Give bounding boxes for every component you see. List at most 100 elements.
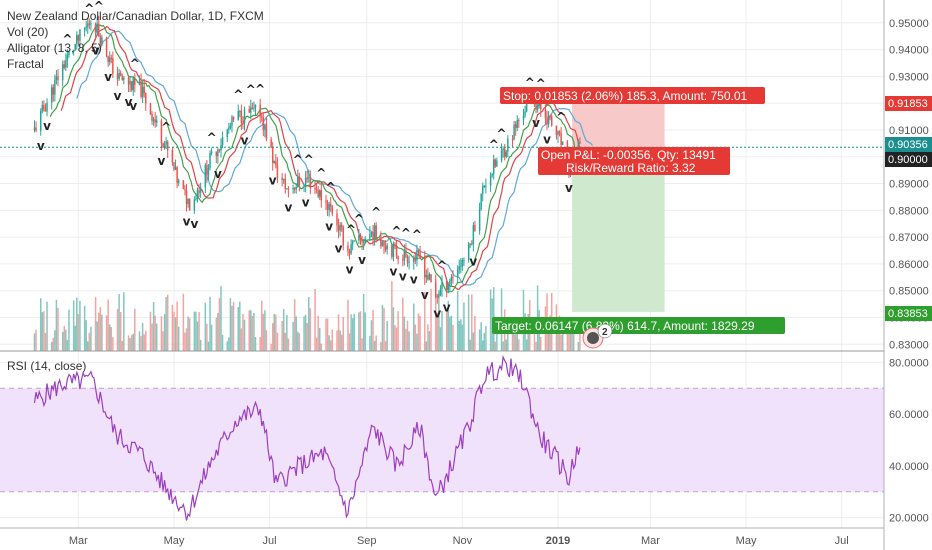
candle-body [54, 79, 56, 95]
candle-body [441, 281, 443, 290]
candle-body [52, 87, 55, 95]
volume-bar [320, 343, 323, 351]
volume-bar [561, 327, 564, 351]
svg-text:0.90000: 0.90000 [888, 154, 928, 166]
volume-bar [402, 297, 404, 351]
time-tick-label: Jul [835, 535, 849, 547]
fractal-up-marker: ^ [233, 88, 243, 102]
volume-bar [112, 337, 114, 351]
fractal-up-marker: ^ [556, 110, 566, 124]
volume-bar [199, 339, 202, 351]
candle-body [110, 57, 113, 59]
volume-bar [143, 334, 145, 351]
time-tick-label: Mar [69, 535, 88, 547]
volume-bar [259, 336, 261, 351]
candle-body [273, 161, 276, 163]
candle-body [171, 150, 174, 163]
candle-body [469, 243, 471, 245]
candle-body [386, 245, 388, 250]
open-pnl-badge[interactable]: Open P&L: -0.00356, Qty: 13491 Risk/Rewa… [538, 147, 730, 175]
fractal-up-marker: ^ [161, 120, 171, 134]
candle-body [483, 185, 486, 187]
volume-bar [416, 333, 418, 351]
candle-body [145, 93, 147, 104]
candle-body [187, 198, 189, 204]
rsi-tick-label: 60.0000 [889, 409, 929, 421]
volume-bar [419, 315, 421, 351]
volume-bar [494, 341, 497, 351]
symbol-title[interactable]: New Zealand Dollar/Canadian Dollar, 1D, … [7, 9, 264, 23]
candle-body [425, 275, 428, 278]
candle-body [166, 141, 169, 151]
candle-body [99, 36, 102, 45]
alligator-jaw-line [76, 30, 593, 286]
volume-bar [54, 330, 56, 351]
candle-body [116, 73, 119, 80]
volume-bar [471, 294, 473, 351]
candle-body [472, 225, 475, 245]
candle-body [424, 258, 426, 278]
volume-bar [187, 316, 189, 351]
fractal-down-marker: v [114, 89, 122, 103]
stop-zone[interactable] [572, 97, 665, 148]
indicator-fractal[interactable]: Fractal [7, 57, 44, 71]
volume-bar [72, 300, 75, 351]
volume-bar [394, 325, 396, 351]
volume-bar [461, 324, 464, 351]
volume-bar [79, 300, 81, 351]
volume-bar [262, 313, 265, 351]
event-marker-count: 2 [602, 327, 608, 338]
volume-bar [427, 324, 429, 351]
volume-bar [533, 330, 536, 351]
fractal-up-marker: ^ [437, 258, 447, 272]
candle-body [408, 261, 410, 263]
volume-bar [198, 312, 200, 351]
fractal-up-marker: ^ [497, 126, 507, 140]
volume-bar [220, 286, 222, 351]
candle-body [317, 190, 319, 197]
candle-body [155, 120, 158, 123]
indicator-alligator[interactable]: Alligator (13, 8, 5) [7, 41, 102, 55]
fractal-up-marker: ^ [536, 77, 546, 91]
candle-body [121, 75, 124, 80]
stop-badge[interactable]: Stop: 0.01853 (2.06%) 185.3, Amount: 750… [500, 87, 765, 104]
volume-bar [240, 328, 243, 351]
fractal-down-marker: v [43, 119, 51, 133]
volume-bar [76, 297, 78, 351]
volume-bar [358, 312, 360, 351]
volume-bar [99, 306, 102, 351]
target-badge[interactable]: Target: 0.06147 (6.82%) 614.7, Amount: 1… [492, 317, 785, 334]
candle-body [240, 110, 243, 123]
candle-body [206, 165, 208, 176]
volume-bar [210, 324, 213, 351]
volume-bar [204, 302, 207, 351]
price-tick-label: 0.88000 [889, 205, 929, 217]
volume-bar [253, 312, 255, 351]
indicator-volume[interactable]: Vol (20) [7, 25, 48, 39]
volume-bar [145, 330, 147, 351]
candle-body [209, 153, 211, 168]
volume-bar [65, 329, 67, 351]
time-tick-label: Nov [453, 535, 473, 547]
candle-body [536, 106, 539, 110]
fractal-down-marker: v [389, 264, 397, 278]
volume-bar [228, 337, 230, 351]
candle-body [105, 37, 108, 57]
volume-bar [231, 305, 233, 351]
candle-body [461, 259, 464, 266]
event-marker[interactable]: 2 [582, 323, 613, 349]
candle-body [471, 243, 473, 245]
candle-body [65, 60, 67, 68]
fractal-up-marker: ^ [255, 82, 265, 96]
candle-body [492, 159, 495, 174]
volume-bar [386, 321, 388, 351]
candle-body [176, 167, 178, 183]
candle-body [496, 160, 498, 167]
rsi-legend[interactable]: RSI (14, close) [7, 359, 86, 373]
volume-bar [516, 329, 518, 351]
candle-body [304, 177, 307, 185]
volume-bar [132, 333, 134, 351]
candle-body [33, 127, 36, 130]
candle-body [151, 114, 153, 121]
